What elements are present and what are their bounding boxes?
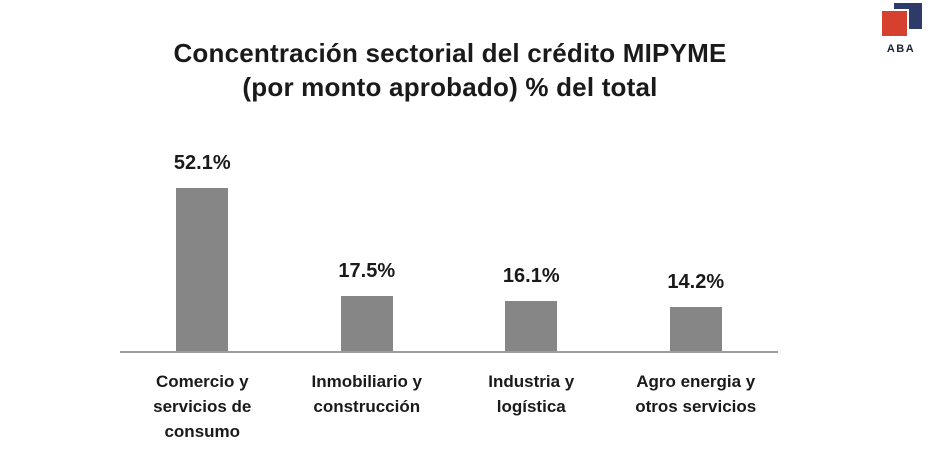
bar-value-label: 14.2%: [667, 271, 725, 293]
chart-title-line-1: Concentración sectorial del crédito MIPY…: [173, 38, 727, 68]
bar-value-label: 17.5%: [338, 260, 396, 282]
chart-title-line-2: (por monto aprobado) % del total: [242, 72, 658, 102]
bar-group: 52.1%: [120, 140, 285, 351]
bar: [669, 307, 722, 351]
bar-group: 17.5%: [285, 140, 450, 351]
bar-chart: 52.1% 17.5% 16.1% 14.2% Comercio y servicio…: [120, 140, 778, 441]
bar-value-label: 16.1%: [502, 265, 560, 287]
bar: [340, 296, 393, 351]
aba-logo: ABA: [879, 2, 923, 55]
category-label: Industria y logística: [449, 369, 614, 444]
category-labels-row: Comercio y servicios de consumo Inmobilia…: [120, 369, 778, 444]
bar: [176, 188, 229, 351]
category-label-text: Agro energia y otros servicios: [635, 372, 757, 416]
logo-red-square-icon: [880, 9, 909, 38]
bar-value-label: 52.1%: [173, 152, 231, 174]
category-label: Comercio y servicios de consumo: [120, 369, 285, 444]
logo-text: ABA: [886, 43, 916, 55]
category-label-text: Comercio y servicios de consumo: [153, 372, 252, 441]
chart-title: Concentración sectorial del crédito MIPY…: [25, 36, 875, 104]
bars-area: 52.1% 17.5% 16.1% 14.2%: [120, 140, 778, 351]
bar: [505, 301, 558, 351]
bar-group: 16.1%: [449, 140, 614, 351]
category-label: Agro energia y otros servicios: [614, 369, 779, 444]
category-label-text: Inmobiliario y construcción: [311, 372, 423, 416]
bar-group: 14.2%: [614, 140, 779, 351]
category-label-text: Industria y logística: [488, 372, 575, 416]
category-label: Inmobiliario y construcción: [285, 369, 450, 444]
x-axis-line: [120, 351, 778, 353]
